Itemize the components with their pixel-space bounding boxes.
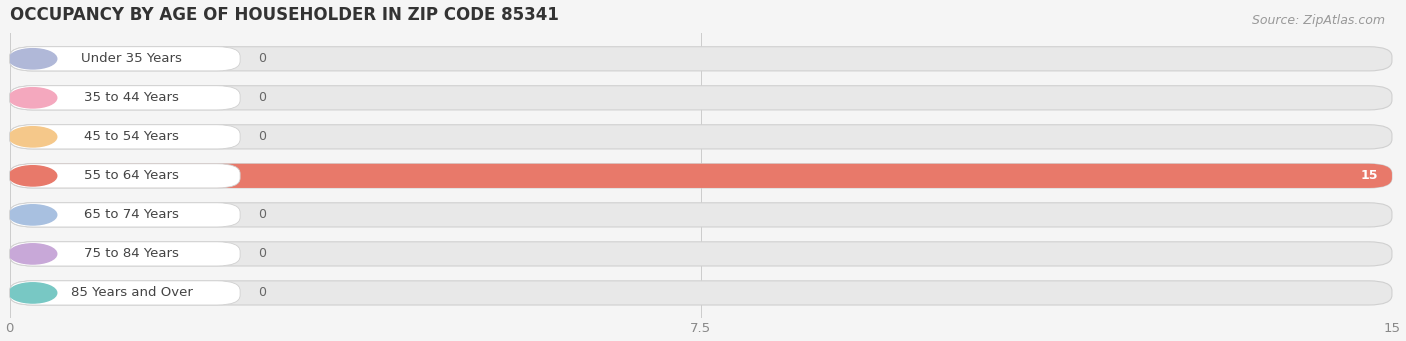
Text: 35 to 44 Years: 35 to 44 Years: [84, 91, 180, 104]
FancyBboxPatch shape: [10, 281, 240, 305]
Text: 0: 0: [259, 208, 267, 221]
Circle shape: [8, 244, 56, 264]
Text: 85 Years and Over: 85 Years and Over: [70, 286, 193, 299]
Text: OCCUPANCY BY AGE OF HOUSEHOLDER IN ZIP CODE 85341: OCCUPANCY BY AGE OF HOUSEHOLDER IN ZIP C…: [10, 5, 558, 24]
FancyBboxPatch shape: [10, 125, 240, 149]
FancyBboxPatch shape: [10, 125, 1392, 149]
Circle shape: [8, 205, 56, 225]
FancyBboxPatch shape: [10, 164, 1392, 188]
Text: Source: ZipAtlas.com: Source: ZipAtlas.com: [1251, 14, 1385, 27]
Text: Under 35 Years: Under 35 Years: [82, 52, 183, 65]
Text: 0: 0: [259, 248, 267, 261]
Text: 65 to 74 Years: 65 to 74 Years: [84, 208, 180, 221]
FancyBboxPatch shape: [10, 281, 1392, 305]
Text: 15: 15: [1361, 169, 1378, 182]
FancyBboxPatch shape: [10, 242, 1392, 266]
Circle shape: [8, 49, 56, 69]
Text: 0: 0: [259, 52, 267, 65]
FancyBboxPatch shape: [10, 164, 240, 188]
Text: 75 to 84 Years: 75 to 84 Years: [84, 248, 180, 261]
Text: 45 to 54 Years: 45 to 54 Years: [84, 130, 180, 143]
Text: 55 to 64 Years: 55 to 64 Years: [84, 169, 180, 182]
FancyBboxPatch shape: [10, 47, 240, 71]
FancyBboxPatch shape: [10, 203, 240, 227]
Circle shape: [8, 166, 56, 186]
FancyBboxPatch shape: [10, 47, 1392, 71]
FancyBboxPatch shape: [10, 242, 240, 266]
FancyBboxPatch shape: [10, 86, 240, 110]
Circle shape: [8, 88, 56, 108]
FancyBboxPatch shape: [10, 164, 1392, 188]
Text: 0: 0: [259, 286, 267, 299]
Circle shape: [8, 283, 56, 303]
Circle shape: [8, 127, 56, 147]
Text: 0: 0: [259, 91, 267, 104]
Text: 0: 0: [259, 130, 267, 143]
FancyBboxPatch shape: [10, 203, 1392, 227]
FancyBboxPatch shape: [10, 86, 1392, 110]
